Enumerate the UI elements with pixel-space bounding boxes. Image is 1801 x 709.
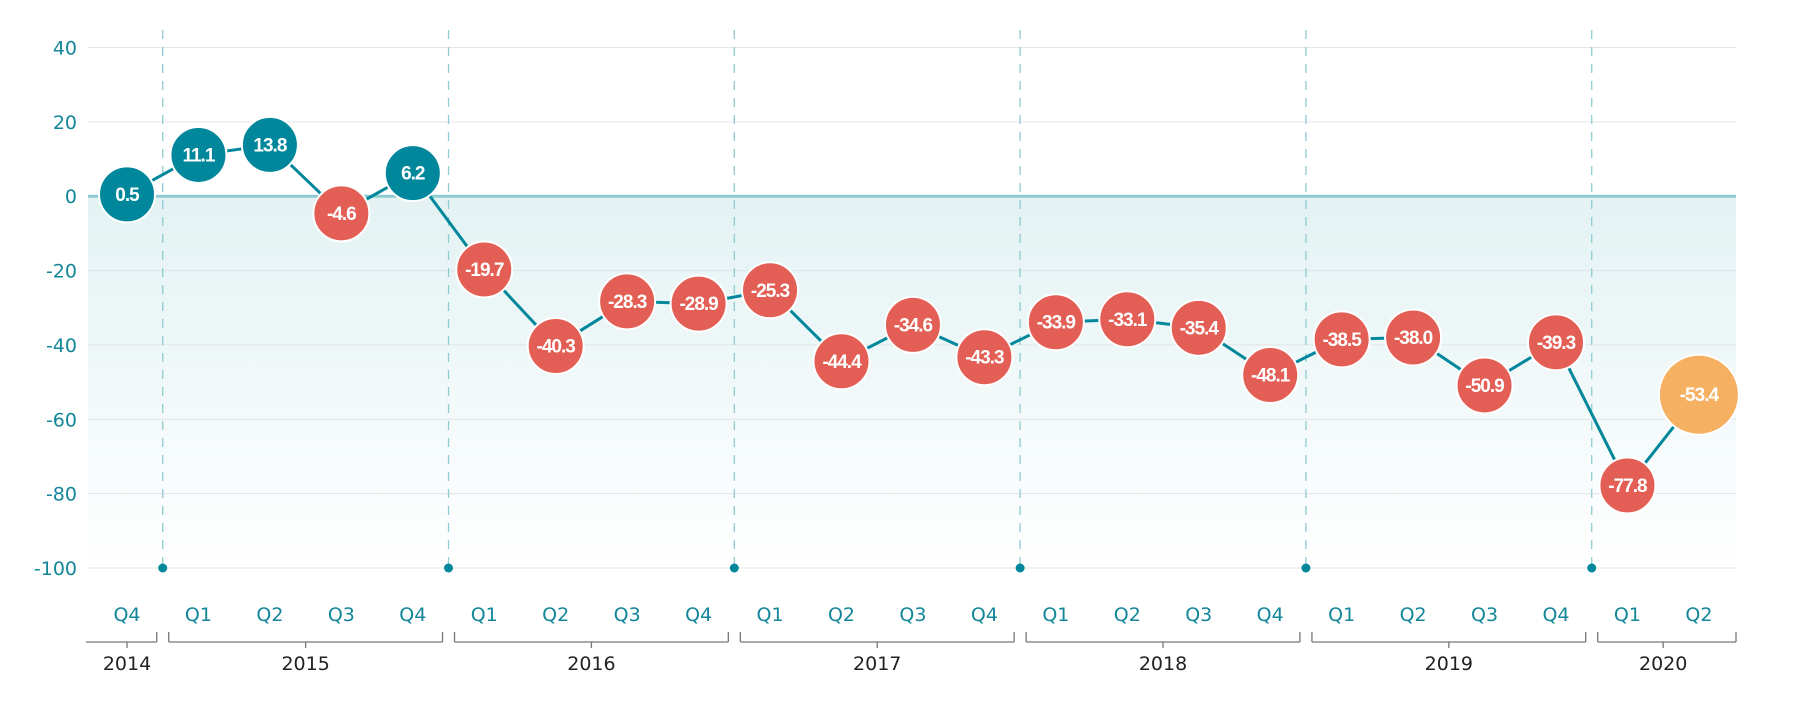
quarter-label: Q1 <box>471 604 498 626</box>
year-divider-dot <box>1587 563 1597 573</box>
data-label: -28.3 <box>608 292 647 313</box>
data-point <box>1169 298 1228 357</box>
year-bracket <box>1597 632 1737 643</box>
y-tick-label: -100 <box>34 558 77 580</box>
y-tick-label: -40 <box>46 335 77 357</box>
quarter-label: Q4 <box>113 604 140 626</box>
data-point <box>98 165 156 224</box>
quarter-label: Q1 <box>1042 604 1069 626</box>
year-bracket <box>1311 632 1587 643</box>
data-label: -34.6 <box>894 315 933 336</box>
year-label: 2017 <box>853 653 901 675</box>
data-point <box>741 261 800 320</box>
quarter-label: Q1 <box>1614 604 1641 626</box>
year-bracket <box>168 632 444 643</box>
data-label: 11.1 <box>182 145 215 166</box>
data-point <box>955 328 1014 387</box>
y-tick-label: 20 <box>53 112 77 134</box>
data-point <box>1026 293 1085 352</box>
quarter-label: Q4 <box>1257 604 1284 626</box>
quarter-label: Q3 <box>328 604 355 626</box>
data-label: -43.3 <box>965 348 1004 369</box>
year-bracket <box>739 632 1015 643</box>
data-point <box>1241 346 1300 405</box>
quarter-label: Q2 <box>1114 604 1141 626</box>
data-point <box>1455 356 1514 415</box>
quarter-label: Q2 <box>542 604 569 626</box>
y-tick-label: -80 <box>46 484 77 506</box>
quarter-label: Q3 <box>614 604 641 626</box>
data-label: -40.3 <box>537 337 576 358</box>
y-tick-label: 40 <box>53 38 77 60</box>
data-label: 13.8 <box>253 135 286 156</box>
data-label: -53.4 <box>1680 385 1720 406</box>
data-label: -25.3 <box>751 281 790 302</box>
data-label: -4.6 <box>327 204 356 225</box>
quarter-label: Q2 <box>256 604 283 626</box>
quarter-label: Q4 <box>1542 604 1569 626</box>
quarter-label: Q1 <box>185 604 212 626</box>
data-point <box>1098 290 1157 349</box>
data-point <box>455 240 514 299</box>
year-bracket <box>86 632 158 643</box>
data-point <box>312 184 371 243</box>
year-label: 2020 <box>1639 653 1687 675</box>
data-point <box>1657 353 1740 436</box>
year-label: 2015 <box>281 653 329 675</box>
data-label: -50.9 <box>1465 376 1504 397</box>
quarter-label: Q4 <box>971 604 998 626</box>
data-label: -28.9 <box>679 294 718 315</box>
quarter-label: Q2 <box>828 604 855 626</box>
year-label: 2014 <box>103 653 151 675</box>
y-tick-label: 0 <box>65 186 77 208</box>
year-label: 2019 <box>1425 653 1473 675</box>
data-point <box>1598 456 1657 515</box>
y-tick-label: -20 <box>46 261 77 283</box>
year-divider-dot <box>444 563 454 573</box>
quarter-label: Q3 <box>1185 604 1212 626</box>
data-point <box>883 295 942 354</box>
data-label: -39.3 <box>1537 333 1576 354</box>
data-point <box>240 115 299 174</box>
year-label: 2016 <box>567 653 615 675</box>
quarter-label: Q2 <box>1400 604 1427 626</box>
quarter-label: Q3 <box>899 604 926 626</box>
data-label: -77.8 <box>1608 476 1647 497</box>
data-point <box>1384 308 1443 367</box>
data-point <box>169 125 228 184</box>
quarter-label: Q4 <box>399 604 426 626</box>
year-divider-dot <box>1301 563 1311 573</box>
year-bracket <box>453 632 729 643</box>
data-label: -35.4 <box>1180 318 1220 339</box>
year-divider-dot <box>158 563 168 573</box>
data-point <box>669 274 728 333</box>
year-divider-dot <box>1015 563 1025 573</box>
data-label: 6.2 <box>401 164 425 185</box>
data-point <box>598 272 657 331</box>
data-label: -48.1 <box>1251 366 1291 387</box>
data-point <box>1527 313 1585 372</box>
data-point <box>526 317 585 376</box>
data-label: 0.5 <box>115 185 140 206</box>
data-label: -44.4 <box>822 352 862 373</box>
data-label: -19.7 <box>465 260 504 281</box>
quarter-label: Q1 <box>757 604 784 626</box>
data-label: -38.5 <box>1322 330 1362 351</box>
data-point <box>812 332 871 391</box>
data-label: -33.9 <box>1037 313 1076 334</box>
year-label: 2018 <box>1139 653 1187 675</box>
year-bracket <box>1025 632 1301 643</box>
data-label: -38.0 <box>1394 328 1433 349</box>
quarter-label: Q2 <box>1685 604 1712 626</box>
data-label: -33.1 <box>1108 310 1148 331</box>
quarter-label: Q4 <box>685 604 712 626</box>
quarter-label: Q3 <box>1471 604 1498 626</box>
data-point <box>1312 310 1371 369</box>
data-point <box>383 144 442 203</box>
year-divider-dot <box>729 563 739 573</box>
y-tick-label: -60 <box>46 409 77 431</box>
quarter-label: Q1 <box>1328 604 1355 626</box>
